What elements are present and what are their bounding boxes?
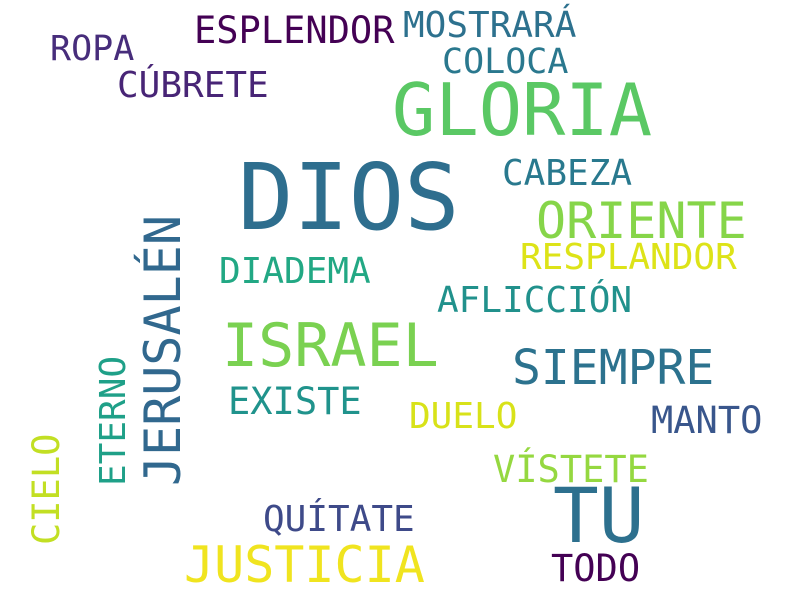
word-existe: EXISTE	[228, 380, 362, 423]
word-jerusalen: JERUSALÉN	[134, 215, 192, 486]
word-dios: DIOS	[238, 144, 460, 251]
word-coloca: COLOCA	[442, 42, 569, 82]
word-manto: MANTO	[651, 399, 763, 442]
word-quitate: QUÍTATE	[263, 499, 415, 540]
word-justicia: JUSTICIA	[184, 536, 425, 594]
word-cubrete: CÚBRETE	[117, 65, 269, 106]
word-israel: ISRAEL	[222, 311, 439, 381]
word-esplendor: ESPLENDOR	[194, 9, 395, 52]
word-diadema: DIADEMA	[219, 251, 371, 292]
word-vistete: VÍSTETE	[493, 448, 649, 491]
word-ropa: ROPA	[50, 29, 135, 69]
word-resplandor: RESPLANDOR	[520, 237, 737, 278]
word-gloria: GLORIA	[392, 68, 653, 152]
word-eterno: ETERNO	[93, 355, 134, 486]
word-siempre: SIEMPRE	[512, 340, 715, 396]
word-duelo: DUELO	[409, 396, 518, 437]
word-todo: TODO	[551, 547, 641, 590]
word-cabeza: CABEZA	[502, 153, 633, 194]
word-oriente: ORIENTE	[536, 192, 747, 250]
word-afliccion: AFLICCIÓN	[437, 280, 633, 321]
word-cielo: CIELO	[25, 433, 68, 545]
word-tu: TU	[553, 471, 645, 560]
word-mostrara: MOSTRARÁ	[403, 5, 577, 46]
